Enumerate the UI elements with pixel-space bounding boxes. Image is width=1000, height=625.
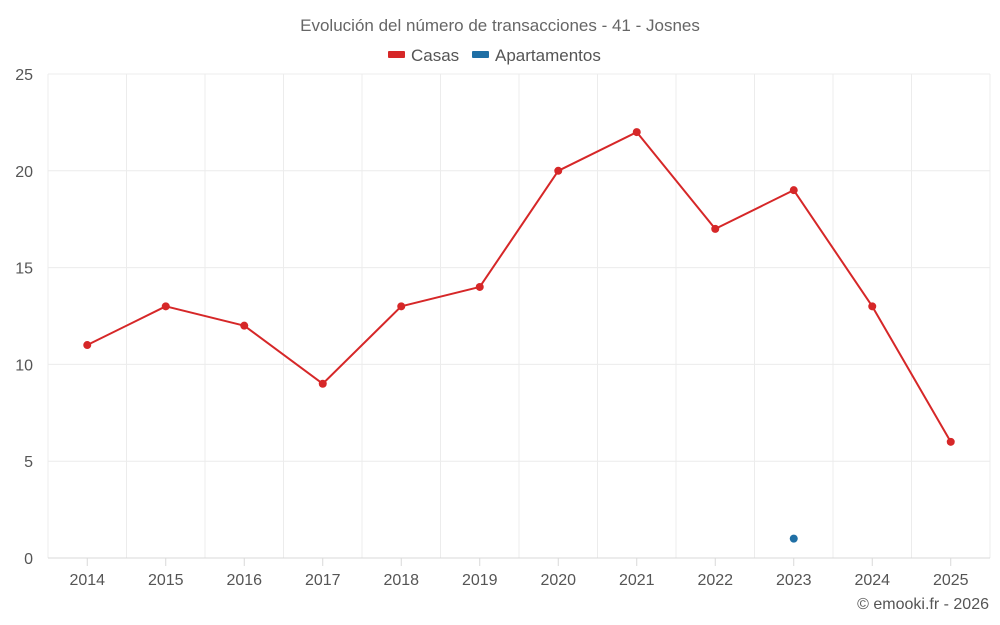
x-tick-label: 2017 xyxy=(305,572,341,589)
series xyxy=(83,128,955,543)
data-point-casas[interactable] xyxy=(397,302,406,311)
legend-swatch-casas xyxy=(388,51,405,58)
y-tick-label: 10 xyxy=(15,357,33,374)
data-point-casas[interactable] xyxy=(868,302,877,311)
data-point-casas[interactable] xyxy=(554,166,563,175)
data-point-casas[interactable] xyxy=(318,379,327,388)
y-tick-label: 0 xyxy=(24,551,33,568)
data-point-casas[interactable] xyxy=(632,128,641,137)
grid xyxy=(47,73,991,558)
data-point-casas[interactable] xyxy=(711,224,720,233)
legend-swatch-apartamentos xyxy=(472,51,489,58)
chart-title: Evolución del número de transacciones - … xyxy=(300,16,700,35)
series-casas xyxy=(83,128,955,446)
x-tick-label: 2022 xyxy=(697,572,733,589)
data-point-casas[interactable] xyxy=(240,321,249,330)
data-point-casas[interactable] xyxy=(83,341,92,350)
data-point-casas[interactable] xyxy=(161,302,170,311)
y-tick-label: 20 xyxy=(15,164,33,181)
series-apartamentos xyxy=(789,534,798,543)
data-point-casas[interactable] xyxy=(946,437,955,446)
x-tick-label: 2025 xyxy=(933,572,969,589)
data-point-casas[interactable] xyxy=(789,186,798,195)
legend-label-apartamentos: Apartamentos xyxy=(495,46,601,65)
x-tick-label: 2020 xyxy=(540,572,576,589)
y-tick-label: 15 xyxy=(15,261,33,278)
x-tick-label: 2021 xyxy=(619,572,655,589)
legend-item-apartamentos[interactable]: Apartamentos xyxy=(472,46,601,65)
legend-item-casas[interactable]: Casas xyxy=(388,46,459,65)
legend-label-casas: Casas xyxy=(411,46,459,65)
data-point-apartamentos[interactable] xyxy=(789,534,798,543)
x-tick-label: 2023 xyxy=(776,572,812,589)
x-tick-label: 2015 xyxy=(148,572,184,589)
x-tick-label: 2019 xyxy=(462,572,498,589)
series-line-casas xyxy=(86,131,952,443)
x-tick-label: 2014 xyxy=(69,572,105,589)
credit-text: © emooki.fr - 2026 xyxy=(857,596,989,613)
x-tick-label: 2018 xyxy=(383,572,419,589)
data-point-casas[interactable] xyxy=(475,282,484,291)
x-tick-label: 2016 xyxy=(226,572,262,589)
x-tick-label: 2024 xyxy=(854,572,890,589)
y-tick-label: 5 xyxy=(24,454,33,471)
y-tick-label: 25 xyxy=(15,67,33,84)
legend: Casas Apartamentos xyxy=(388,46,601,65)
